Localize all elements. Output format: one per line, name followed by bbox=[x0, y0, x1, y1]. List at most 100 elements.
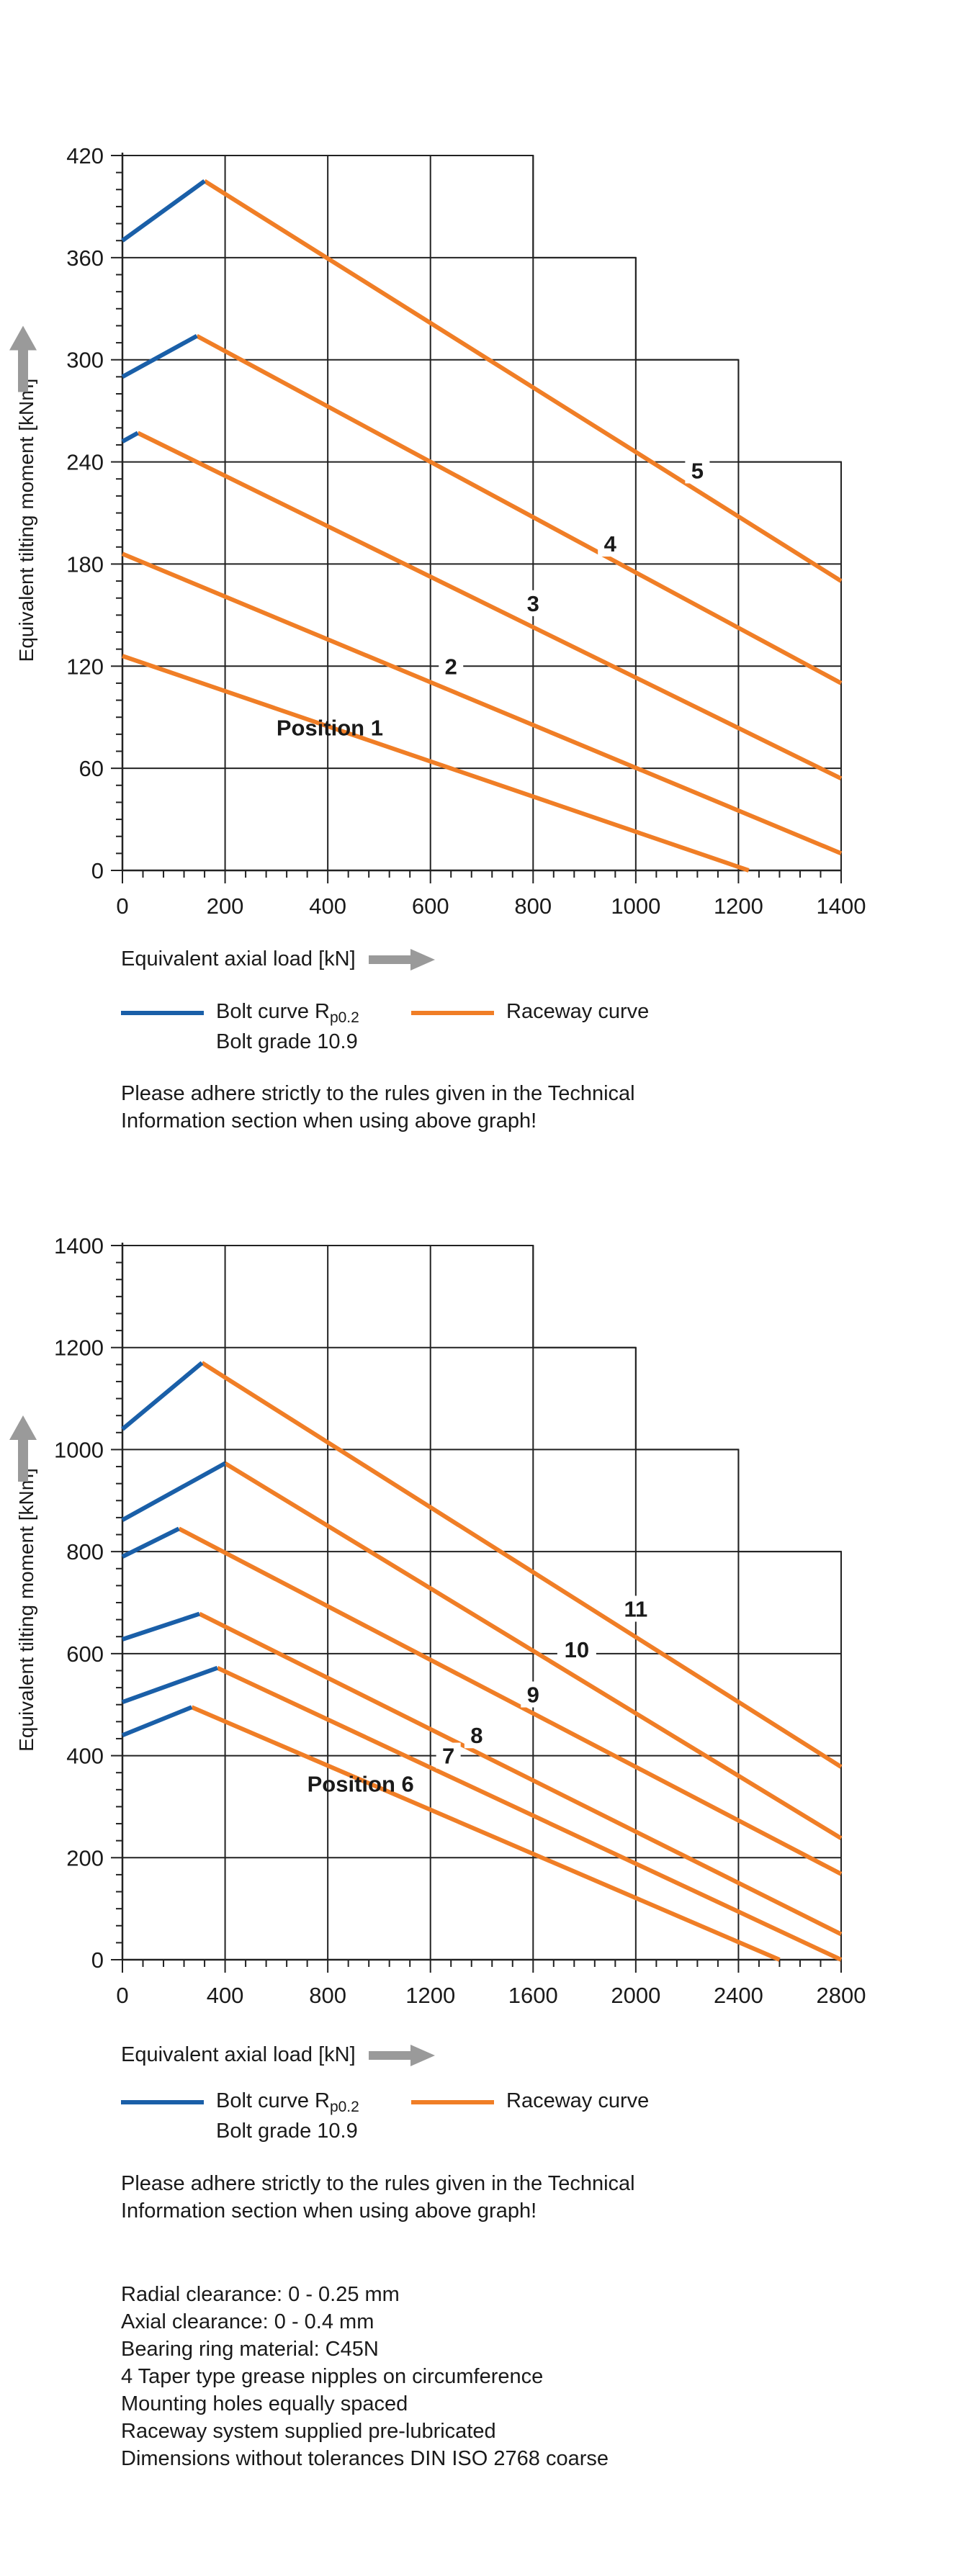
curve-label: 2 bbox=[445, 654, 457, 679]
chart-2: 0 200 400 600 800 1000 1200 1400 0 400 800 1200 1600… bbox=[9, 1233, 866, 2008]
y-tick-label: 0 bbox=[91, 858, 104, 883]
curve-label: 9 bbox=[527, 1683, 539, 1708]
grid-outline bbox=[122, 155, 842, 870]
raceway-curve bbox=[216, 1665, 843, 1962]
y-tick-label: 360 bbox=[66, 246, 104, 271]
x-tick-label: 2400 bbox=[714, 1983, 763, 2008]
legend-raceway-label: Raceway curve bbox=[506, 2089, 650, 2112]
curve-label: Position 6 bbox=[308, 1772, 414, 1797]
y-tick-label: 600 bbox=[66, 1641, 104, 1667]
curve-label-background bbox=[557, 1636, 596, 1663]
legend-raceway-label: Raceway curve bbox=[506, 1000, 650, 1023]
bolt-curve bbox=[121, 1526, 180, 1559]
curve-label: 3 bbox=[527, 591, 539, 616]
x-axis-label-text: Equivalent axial load [kN] bbox=[121, 947, 356, 970]
x-tick-label: 1600 bbox=[508, 1983, 558, 2008]
bolt-curve-swatch bbox=[121, 2100, 204, 2104]
y-tick-label: 800 bbox=[66, 1539, 104, 1564]
bolt-curve bbox=[122, 1611, 200, 1641]
spec-list: Radial clearance: 0 - 0.25 mm Axial clea… bbox=[121, 2281, 609, 2472]
y-tick-label: 420 bbox=[66, 143, 104, 168]
note-line: Please adhere strictly to the rules give… bbox=[121, 2172, 635, 2195]
raceway-curve bbox=[178, 1526, 843, 1876]
legend-bolt-grade: Bolt grade 10.9 bbox=[216, 1030, 358, 1053]
grid-outline bbox=[122, 1245, 842, 1960]
bolt-curve bbox=[121, 179, 206, 243]
note-line: Please adhere strictly to the rules give… bbox=[121, 1082, 635, 1105]
x-tick-label: 800 bbox=[309, 1983, 346, 2008]
spec-lubrication: Raceway system supplied pre-lubricated bbox=[121, 2420, 496, 2443]
raceway-curve-swatch bbox=[411, 2100, 494, 2104]
usage-note-2: Please adhere strictly to the rules give… bbox=[121, 2170, 769, 2225]
x-tick-label: 2800 bbox=[817, 1983, 866, 2008]
raceway-curve bbox=[137, 431, 843, 781]
note-line: Information section when using above gra… bbox=[121, 2199, 537, 2223]
bolt-curve bbox=[121, 1665, 218, 1704]
x-tick-label: 400 bbox=[207, 1983, 244, 2008]
raceway-curve bbox=[191, 1705, 781, 1962]
curve-label: 11 bbox=[624, 1597, 647, 1622]
raceway-curve bbox=[203, 179, 843, 583]
spec-tolerances: Dimensions without tolerances DIN ISO 27… bbox=[121, 2447, 609, 2470]
bolt-curve-swatch bbox=[121, 1011, 204, 1015]
raceway-curve bbox=[198, 1611, 843, 1937]
x-tick-label: 1200 bbox=[714, 893, 763, 919]
raceway-curve bbox=[122, 654, 750, 873]
bolt-curve bbox=[121, 333, 198, 379]
y-tick-label: 200 bbox=[66, 1845, 104, 1870]
y-tick-label: 180 bbox=[66, 551, 104, 577]
y-axis-label: Equivalent tilting moment [kNm] bbox=[15, 379, 37, 662]
curve-label-background bbox=[436, 1742, 461, 1769]
curve-label: Position 1 bbox=[277, 715, 383, 740]
chart-panel-1: 0 60 120 180 240 300 360 420 0 200 400 600 800 1000 12… bbox=[0, 0, 965, 1210]
curve-label: 7 bbox=[442, 1744, 454, 1769]
curve-label-background bbox=[521, 1681, 546, 1708]
usage-note-1: Please adhere strictly to the rules give… bbox=[121, 1080, 769, 1135]
curve-label: 4 bbox=[604, 531, 617, 557]
curve-label-background bbox=[521, 590, 546, 616]
curve-label: 5 bbox=[691, 458, 704, 483]
curve-label-background bbox=[685, 457, 710, 484]
x-axis-label-text: Equivalent axial load [kN] bbox=[121, 2043, 356, 2066]
curve-label-background bbox=[616, 1595, 655, 1622]
up-arrow-icon bbox=[9, 1415, 37, 1440]
bolt-curve bbox=[121, 1705, 193, 1738]
up-arrow-shaft bbox=[18, 347, 28, 392]
chart-panel-2: 0 200 400 600 800 1000 1200 1400 0 400 800 1200 1600… bbox=[0, 1210, 965, 2576]
raceway-curve-swatch bbox=[411, 1011, 494, 1015]
right-arrow-icon bbox=[368, 2044, 435, 2066]
x-tick-label: 2000 bbox=[611, 1983, 660, 2008]
y-tick-label: 300 bbox=[66, 348, 104, 373]
x-tick-label: 1000 bbox=[611, 893, 660, 919]
raceway-curve bbox=[195, 333, 843, 685]
chart-1: 0 60 120 180 240 300 360 420 0 200 400 600 800 1000 12… bbox=[9, 143, 866, 919]
spec-grease-nipples: 4 Taper type grease nipples on circumfer… bbox=[121, 2365, 544, 2388]
right-arrow-icon bbox=[368, 948, 435, 970]
x-tick-label: 0 bbox=[116, 1983, 128, 2008]
legend-bolt-label: Bolt curve Rp0.2 bbox=[216, 1000, 359, 1026]
y-tick-label: 1200 bbox=[54, 1336, 104, 1361]
curve-label-background bbox=[439, 653, 464, 680]
y-tick-label: 1000 bbox=[54, 1437, 104, 1462]
spec-mounting-holes: Mounting holes equally spaced bbox=[121, 2392, 408, 2415]
y-tick-label: 0 bbox=[91, 1947, 104, 1973]
bolt-curve bbox=[121, 431, 139, 443]
spec-ring-material: Bearing ring material: C45N bbox=[121, 2338, 379, 2361]
curve-label: 8 bbox=[470, 1723, 482, 1748]
up-arrow-shaft bbox=[18, 1437, 28, 1482]
x-tick-label: 400 bbox=[309, 893, 346, 919]
x-axis-label: Equivalent axial load [kN] bbox=[121, 947, 435, 971]
y-tick-label: 400 bbox=[66, 1744, 104, 1769]
legend-2: Bolt curve Rp0.2 Bolt grade 10.9 Raceway… bbox=[121, 2086, 697, 2151]
spec-radial-clearance: Radial clearance: 0 - 0.25 mm bbox=[121, 2283, 400, 2306]
x-tick-label: 0 bbox=[116, 893, 128, 919]
y-tick-label: 240 bbox=[66, 450, 104, 475]
x-tick-label: 800 bbox=[514, 893, 552, 919]
spec-axial-clearance: Axial clearance: 0 - 0.4 mm bbox=[121, 2310, 374, 2333]
legend-bolt-grade: Bolt grade 10.9 bbox=[216, 2120, 358, 2143]
up-arrow-icon bbox=[9, 325, 37, 351]
raceway-curve bbox=[224, 1461, 843, 1840]
bolt-curve bbox=[121, 1461, 227, 1522]
x-tick-label: 1400 bbox=[817, 893, 866, 919]
note-line: Information section when using above gra… bbox=[121, 1109, 537, 1132]
